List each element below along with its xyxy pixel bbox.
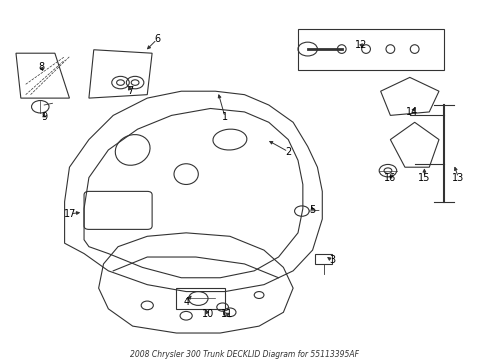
- Bar: [297, 29, 443, 71]
- Text: 16: 16: [384, 172, 396, 183]
- Text: 8: 8: [38, 62, 44, 72]
- Bar: [314, 253, 331, 264]
- Text: 10: 10: [202, 309, 214, 319]
- Text: 2: 2: [285, 147, 291, 157]
- Text: 17: 17: [64, 209, 77, 219]
- Text: 15: 15: [417, 172, 430, 183]
- Text: 7: 7: [127, 86, 133, 96]
- Text: 1: 1: [222, 112, 227, 122]
- Text: 11: 11: [221, 309, 233, 319]
- Text: 2008 Chrysler 300 Trunk DECKLID Diagram for 55113395AF: 2008 Chrysler 300 Trunk DECKLID Diagram …: [130, 350, 358, 359]
- Text: 12: 12: [354, 40, 366, 50]
- Text: 4: 4: [183, 297, 189, 307]
- Text: 3: 3: [328, 256, 334, 265]
- Text: 9: 9: [41, 112, 47, 122]
- Text: 5: 5: [309, 206, 315, 215]
- Text: 14: 14: [406, 107, 418, 117]
- Text: 13: 13: [451, 172, 464, 183]
- Text: 6: 6: [154, 35, 160, 44]
